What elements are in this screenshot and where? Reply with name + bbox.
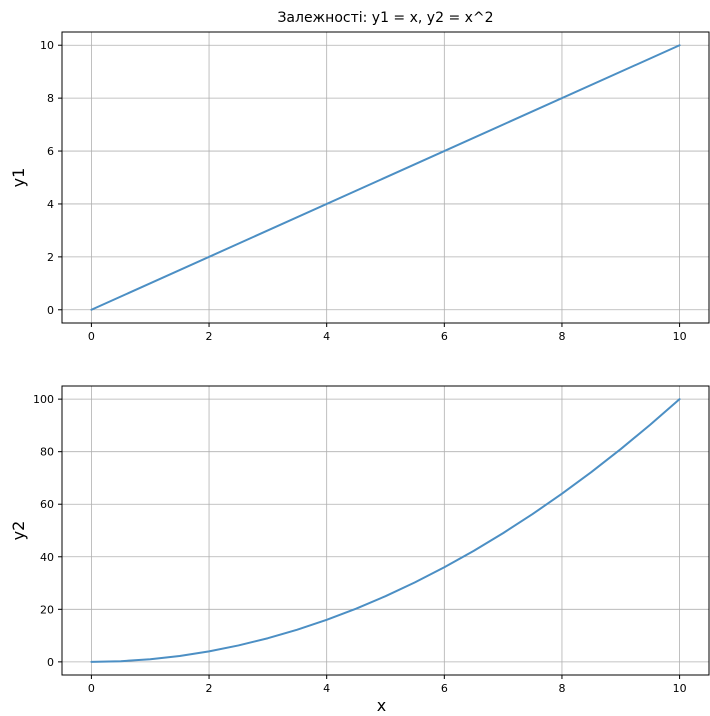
- x-tick-label: 6: [441, 682, 448, 695]
- y-axis-label: y2: [9, 521, 28, 541]
- x-tick-label: 2: [206, 682, 213, 695]
- y-tick-label: 10: [40, 39, 54, 52]
- chart-title: Залежності: y1 = x, y2 = x^2: [277, 10, 493, 26]
- x-tick-label: 0: [88, 682, 95, 695]
- axes-frame: [61, 31, 710, 324]
- y-tick-label: 0: [47, 304, 54, 317]
- subplot-y1: 0 2 4 6 8 10 0 2 4 6 8 10 Залежності: y1 = x, y2 = x…: [9, 10, 710, 343]
- series-line: [90, 44, 681, 311]
- x-tick-label: 10: [673, 330, 687, 343]
- x-tick-label: 10: [673, 682, 687, 695]
- y-tick-label: 60: [40, 498, 54, 511]
- x-tick-label: 4: [323, 682, 330, 695]
- x-tick-label: 2: [206, 330, 213, 343]
- y-tick-label: 40: [40, 551, 54, 564]
- y-tick-label: 4: [47, 198, 54, 211]
- y-tick-label: 20: [40, 603, 54, 616]
- x-axis-label: x: [377, 696, 386, 715]
- x-tick-label: 8: [558, 330, 565, 343]
- x-tick-label: 4: [323, 330, 330, 343]
- x-tick-label: 0: [88, 330, 95, 343]
- y-tick-label: 2: [47, 251, 54, 264]
- y-tick-label: 0: [47, 656, 54, 669]
- y-axis-label: y1: [9, 168, 28, 188]
- y-tick-label: 8: [47, 92, 54, 105]
- x-tick-label: 6: [441, 330, 448, 343]
- series-line: [90, 398, 681, 663]
- axes-frame: [61, 385, 710, 676]
- y-tick-label: 80: [40, 446, 54, 459]
- y-tick-label: 100: [33, 393, 54, 406]
- y-tick-label: 6: [47, 145, 54, 158]
- x-tick-label: 8: [558, 682, 565, 695]
